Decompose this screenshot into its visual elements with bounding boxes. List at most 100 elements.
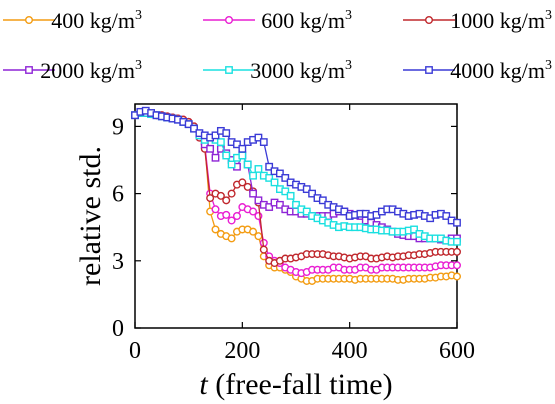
y-axis-label: relative std.	[74, 146, 107, 286]
data-point	[410, 225, 418, 234]
legend-label-text: 400 kg/m	[51, 8, 135, 33]
axis-ticks: 0 200 400 600 0 3 6 9	[112, 104, 475, 364]
legend-marker	[425, 66, 433, 74]
data-point	[238, 144, 247, 153]
legend-item: 2000 kg/m3	[3, 58, 142, 83]
legend-label-superscript: 3	[135, 58, 142, 73]
data-point	[222, 196, 231, 205]
series-line	[134, 112, 457, 242]
data-point	[222, 210, 231, 219]
data-point	[243, 160, 252, 169]
legend-label: 1000 kg/m3	[450, 8, 552, 33]
data-point	[211, 225, 220, 234]
legend-label-text: 1000 kg/m	[450, 8, 545, 33]
y-tick-label: 3	[112, 249, 124, 275]
data-point	[254, 133, 263, 142]
data-point	[254, 232, 263, 241]
data-point	[453, 237, 461, 246]
data-point	[233, 140, 241, 149]
legend-label-superscript: 3	[345, 8, 352, 23]
y-tick-label: 6	[112, 182, 124, 208]
data-point	[232, 211, 241, 220]
data-point	[302, 185, 311, 194]
data-point	[206, 144, 215, 153]
legend-item: 3000 kg/m3	[203, 58, 352, 83]
plot-frame	[134, 103, 458, 329]
data-point	[227, 160, 236, 169]
data-point	[190, 124, 198, 133]
legend-item: 4000 kg/m3	[403, 58, 552, 83]
legend-label-superscript: 3	[345, 58, 352, 73]
legend-marker	[425, 16, 434, 25]
legend-item: 1000 kg/m3	[403, 8, 552, 33]
data-point	[259, 138, 268, 146]
data-point	[211, 153, 220, 162]
series-4	[131, 109, 461, 246]
data-point	[249, 189, 257, 198]
legend-label-superscript: 3	[135, 8, 142, 23]
data-point	[222, 151, 231, 160]
data-point	[292, 200, 300, 209]
y-tick-label: 9	[112, 114, 124, 140]
legend-label-text: 4000 kg/m	[450, 58, 545, 83]
data-point	[254, 165, 263, 173]
series-1	[130, 108, 462, 278]
data-point	[281, 187, 290, 196]
legend-label-superscript: 3	[545, 58, 552, 73]
x-axis-label-rest: (free-fall time)	[208, 368, 393, 401]
y-tick-label: 0	[112, 316, 124, 342]
data-point	[259, 245, 268, 254]
series-3	[131, 109, 461, 245]
legend-marker	[224, 16, 233, 25]
data-point	[216, 138, 225, 146]
x-tick-label: 400	[332, 338, 368, 364]
legend-label-superscript: 3	[545, 8, 552, 23]
legend-label-text: 3000 kg/m	[250, 58, 345, 83]
legend-label: 4000 kg/m3	[450, 58, 552, 83]
x-tick-label: 0	[129, 338, 141, 364]
data-point	[249, 207, 258, 216]
data-point	[453, 247, 462, 256]
data-point	[340, 207, 349, 216]
data-point	[211, 205, 220, 214]
legend-label: 600 kg/m3	[261, 8, 352, 33]
data-point	[184, 120, 193, 129]
data-point	[227, 216, 236, 225]
data-point	[302, 207, 311, 216]
data-point	[453, 272, 462, 281]
data-point	[453, 218, 461, 227]
data-point	[281, 174, 290, 182]
data-point	[216, 191, 225, 200]
legend-item: 400 kg/m3	[3, 8, 142, 33]
legend-label-text: 600 kg/m	[261, 8, 345, 33]
x-tick-label: 600	[439, 338, 475, 364]
series-line	[134, 112, 457, 274]
data-point	[254, 196, 263, 205]
data-point	[442, 212, 451, 220]
data-point	[211, 131, 220, 140]
data-point	[238, 151, 247, 160]
data-point	[286, 191, 295, 200]
data-point	[206, 194, 215, 203]
legend-label-text: 2000 kg/m	[40, 58, 135, 83]
data-point	[308, 189, 316, 198]
legend-item: 600 kg/m3	[203, 8, 352, 33]
plot-area	[130, 106, 462, 285]
data-point	[243, 182, 252, 191]
legend-marker	[25, 16, 34, 25]
data-point	[453, 261, 462, 270]
data-point	[249, 227, 258, 236]
data-point	[265, 203, 274, 211]
x-axis-label-italic: t	[199, 368, 208, 401]
legend-label: 2000 kg/m3	[40, 58, 142, 83]
legend-marker	[225, 66, 233, 74]
data-point	[276, 169, 284, 178]
data-point	[276, 200, 284, 209]
data-point	[238, 178, 247, 187]
data-point	[227, 189, 236, 198]
x-axis-label: t (free-fall time)	[199, 368, 392, 401]
data-point	[265, 162, 274, 171]
series-5	[131, 106, 461, 227]
legend-marker	[25, 66, 33, 74]
